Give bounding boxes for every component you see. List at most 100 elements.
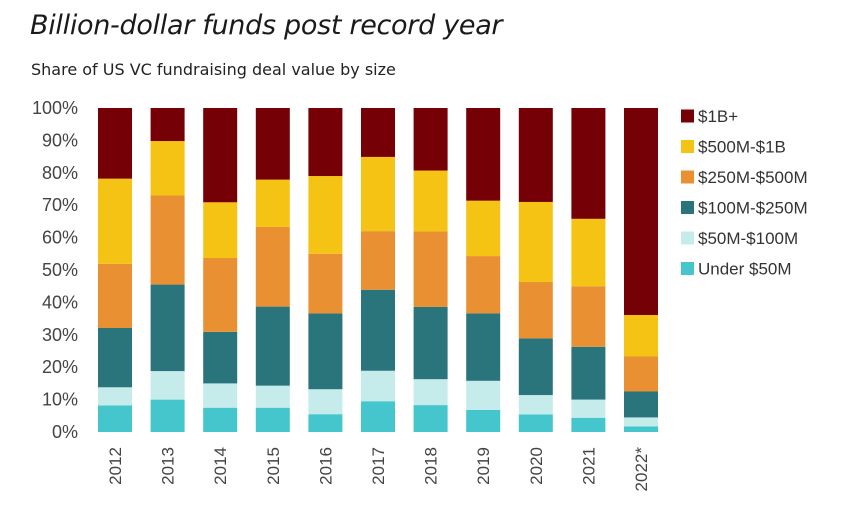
x-tick-label: 2022* [632, 447, 651, 492]
bar-segment-250m-500m [571, 286, 606, 347]
y-tick-label: 10% [42, 390, 78, 410]
bar-stack-2015 [255, 108, 290, 432]
legend-label: $50M-$100M [698, 229, 798, 248]
bar-segment-500m-1b [466, 200, 501, 257]
x-tick-label: 2015 [264, 447, 283, 485]
bar-segment-100m-250m [571, 346, 606, 400]
legend-swatch [681, 262, 694, 275]
bar-segment-50m-100m [255, 385, 290, 408]
bar-segment-1b [255, 108, 290, 180]
bar-segment-500m-1b [98, 178, 132, 264]
bar-segment-250m-500m [308, 253, 343, 314]
bar-stack-2020 [518, 108, 553, 432]
bar-segment-100m-250m [255, 306, 290, 386]
legend-label: $1B+ [698, 107, 738, 126]
bar-stack-2013 [150, 108, 185, 432]
bar-segment-50m-100m [150, 371, 185, 400]
bar-segment-under-50m [150, 399, 185, 432]
chart-subtitle: Share of US VC fundraising deal value by… [31, 60, 396, 79]
bar-segment-under-50m [255, 407, 290, 432]
bar-segment-under-50m [203, 407, 238, 432]
x-tick-label: 2018 [422, 447, 441, 485]
bar-segment-1b [518, 108, 553, 202]
bar-segment-1b [150, 108, 185, 142]
bar-segment-under-50m [98, 405, 132, 432]
y-axis: 0% 10% 20% 30% 40% 50% 60% 70% 80% 90% 100% [32, 98, 78, 442]
bar-stack-2016 [308, 108, 343, 432]
bar-segment-100m-250m [518, 338, 553, 396]
x-tick-label: 2017 [369, 447, 388, 485]
bar-segment-250m-500m [361, 231, 395, 290]
legend-swatch [681, 170, 694, 184]
legend-label: Under $50M [698, 260, 792, 279]
bar-segment-1b [466, 108, 501, 201]
bar-segment-250m-500m [203, 258, 238, 332]
bar-segment-under-50m [413, 405, 448, 432]
bar-segment-100m-250m [624, 391, 658, 418]
x-tick-label: 2019 [474, 447, 493, 485]
legend-item-under-50m: Under $50M [681, 260, 792, 279]
bar-segment-250m-500m [413, 231, 448, 307]
x-tick-label: 2016 [316, 447, 335, 485]
y-tick-label: 50% [42, 260, 78, 280]
x-tick-label: 2014 [211, 447, 230, 485]
bar-segment-500m-1b [361, 156, 395, 232]
bar-segment-500m-1b [571, 218, 606, 287]
bar-segment-50m-100m [518, 395, 553, 415]
y-tick-label: 70% [42, 195, 78, 215]
x-tick-label: 2012 [106, 447, 125, 485]
bar-stack-2014 [203, 108, 238, 432]
bar-segment-50m-100m [98, 387, 132, 406]
y-tick-label: 20% [42, 357, 78, 377]
bar-segment-1b [413, 108, 448, 171]
bar-segment-500m-1b [203, 202, 238, 259]
y-tick-label: 40% [42, 292, 78, 312]
bar-stacks [98, 108, 658, 432]
y-tick-label: 30% [42, 325, 78, 345]
bar-segment-250m-500m [624, 356, 658, 392]
y-tick-label: 80% [42, 163, 78, 183]
bar-segment-250m-500m [150, 195, 185, 285]
bar-segment-100m-250m [150, 284, 185, 372]
bar-segment-under-50m [308, 414, 343, 432]
y-tick-label: 60% [42, 228, 78, 248]
y-tick-label: 100% [32, 98, 78, 118]
bar-segment-100m-250m [466, 313, 501, 381]
bar-segment-50m-100m [466, 380, 501, 410]
legend: $1B+ $500M-$1B $250M-$500M $100M-$250M $50M-… [681, 107, 808, 279]
bar-segment-500m-1b [518, 201, 553, 282]
x-tick-label: 2021 [579, 447, 598, 485]
bar-segment-100m-250m [203, 331, 238, 384]
bar-segment-under-50m [624, 426, 658, 432]
x-tick-label: 2013 [159, 447, 178, 485]
legend-item-100m-250m: $100M-$250M [681, 199, 808, 218]
legend-item-1b: $1B+ [681, 107, 738, 126]
legend-label: $500M-$1B [698, 138, 786, 157]
chart-title: Billion-dollar funds post record year [30, 10, 503, 41]
bar-segment-100m-250m [98, 327, 132, 388]
bar-segment-50m-100m [308, 389, 343, 415]
legend-swatch [681, 201, 694, 214]
x-tick-label: 2020 [527, 447, 546, 485]
bar-segment-1b [571, 108, 606, 219]
bar-segment-50m-100m [624, 417, 658, 427]
bar-segment-50m-100m [571, 399, 606, 418]
bar-segment-50m-100m [361, 370, 395, 402]
legend-swatch [681, 109, 694, 123]
bar-stack-2018 [413, 108, 448, 432]
bar-segment-250m-500m [518, 281, 553, 339]
y-tick-label: 0% [52, 422, 78, 442]
bar-segment-under-50m [466, 409, 501, 432]
x-axis: 2012 2013 2014 2015 2016 2017 2018 2019 2020 2021… [106, 447, 651, 492]
bar-segment-1b [308, 108, 343, 177]
bar-segment-under-50m [361, 401, 395, 432]
bar-segment-100m-250m [413, 306, 448, 380]
y-tick-label: 90% [42, 130, 78, 150]
legend-swatch [681, 140, 694, 153]
bar-stack-2017 [361, 108, 395, 432]
bar-segment-500m-1b [150, 141, 185, 196]
bar-segment-500m-1b [255, 179, 290, 227]
bar-segment-1b [624, 108, 658, 316]
legend-label: $100M-$250M [698, 199, 808, 218]
